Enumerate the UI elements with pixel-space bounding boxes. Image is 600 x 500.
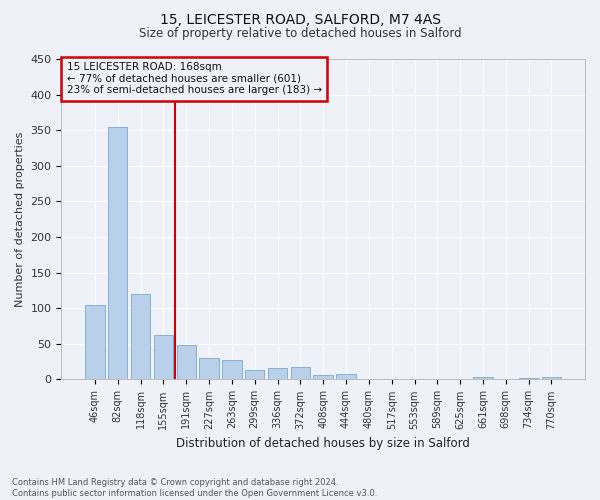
Bar (176, 344, 196, 380)
Bar (519, 378, 538, 380)
X-axis label: Distribution of detached houses by size in Salford: Distribution of detached houses by size … (176, 437, 470, 450)
Bar (199, 358, 219, 380)
Bar (473, 378, 493, 380)
Bar (542, 378, 561, 380)
Bar (85, 306, 104, 380)
Text: Contains HM Land Registry data © Crown copyright and database right 2024.
Contai: Contains HM Land Registry data © Crown c… (12, 478, 377, 498)
Bar (337, 374, 356, 380)
Bar (108, 126, 127, 380)
Bar (313, 375, 333, 380)
Bar (245, 370, 265, 380)
Y-axis label: Number of detached properties: Number of detached properties (15, 132, 25, 307)
Bar (222, 360, 242, 380)
Bar (131, 294, 150, 380)
Bar (154, 336, 173, 380)
Text: 15, LEICESTER ROAD, SALFORD, M7 4AS: 15, LEICESTER ROAD, SALFORD, M7 4AS (160, 12, 440, 26)
Bar (290, 368, 310, 380)
Bar (268, 368, 287, 380)
Text: 15 LEICESTER ROAD: 168sqm
← 77% of detached houses are smaller (601)
23% of semi: 15 LEICESTER ROAD: 168sqm ← 77% of detac… (67, 62, 322, 96)
Text: Size of property relative to detached houses in Salford: Size of property relative to detached ho… (139, 28, 461, 40)
